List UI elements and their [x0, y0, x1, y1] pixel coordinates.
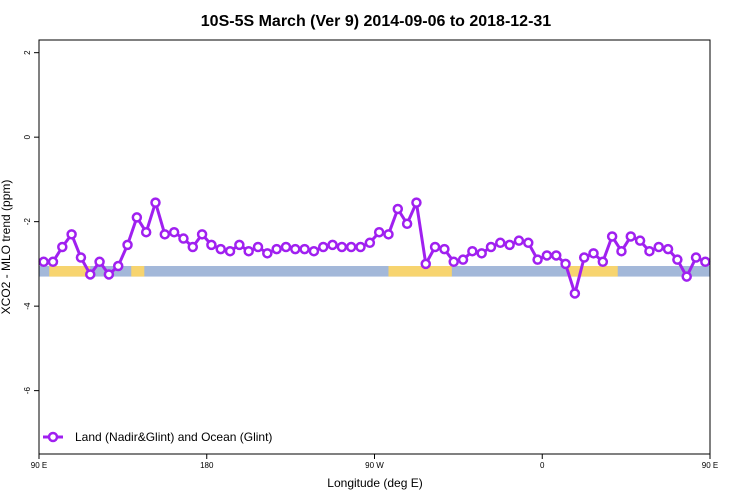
- land-segment: [131, 266, 145, 277]
- y-axis: 2 0 -2 -4 -6: [23, 50, 39, 394]
- data-point: [47, 256, 59, 268]
- data-point: [243, 245, 254, 257]
- data-point: [476, 248, 487, 259]
- data-point: [224, 245, 236, 257]
- legend-marker: [47, 431, 59, 443]
- data-point: [122, 239, 133, 251]
- data-point: [308, 245, 320, 257]
- data-point: [606, 231, 618, 242]
- data-point: [662, 243, 674, 255]
- data-point: [364, 237, 376, 249]
- data-point: [187, 241, 199, 253]
- x-tick-label: 90 W: [365, 461, 384, 470]
- data-point: [336, 241, 348, 253]
- data-point: [66, 229, 77, 240]
- y-tick-label: -6: [23, 387, 32, 395]
- data-point: [681, 271, 692, 282]
- data-point: [215, 243, 226, 255]
- x-tick-label: 0: [540, 461, 545, 470]
- data-point: [690, 252, 702, 263]
- data-point: [439, 243, 450, 255]
- data-point: [159, 229, 171, 240]
- data-point: [523, 237, 534, 249]
- data-point: [634, 235, 646, 246]
- land-ocean-band: [39, 266, 710, 277]
- data-point: [85, 269, 96, 280]
- data-point: [131, 212, 143, 223]
- legend-entry-label: Land (Nadir&Glint) and Ocean (Glint): [75, 430, 272, 444]
- data-point: [38, 256, 49, 268]
- data-point: [550, 250, 562, 261]
- data-point: [57, 241, 68, 253]
- land-segment: [49, 266, 91, 277]
- data-point: [262, 248, 273, 259]
- data-point: [196, 229, 208, 240]
- data-point: [345, 241, 357, 253]
- series-layer: [38, 197, 711, 299]
- data-point: [588, 248, 599, 259]
- data-point: [597, 256, 609, 268]
- data-point: [429, 241, 441, 253]
- y-axis-label: XCO2 - MLO trend (ppm): [0, 180, 13, 315]
- data-point: [700, 256, 711, 268]
- series-line: [43, 201, 706, 295]
- data-point: [280, 241, 292, 253]
- data-point: [112, 260, 124, 272]
- data-point: [271, 243, 282, 255]
- data-point: [94, 256, 105, 268]
- land-segment: [388, 266, 452, 277]
- data-point: [532, 254, 543, 265]
- data-point: [383, 229, 394, 240]
- y-tick-label: -2: [23, 218, 32, 226]
- data-point: [513, 235, 525, 246]
- data-point: [206, 239, 217, 251]
- data-point: [625, 231, 637, 242]
- land-segment: [567, 266, 618, 277]
- data-point: [103, 269, 115, 280]
- data-point: [504, 239, 515, 251]
- legend: Land (Nadir&Glint) and Ocean (Glint): [43, 430, 272, 444]
- data-point: [644, 245, 655, 257]
- data-point: [578, 252, 590, 263]
- data-point: [299, 243, 310, 255]
- data-point: [569, 288, 581, 299]
- data-point: [467, 245, 478, 257]
- data-point: [140, 226, 152, 238]
- data-point: [672, 254, 683, 265]
- data-point: [168, 226, 180, 238]
- data-point: [317, 241, 329, 253]
- data-point: [290, 243, 301, 255]
- data-point: [420, 258, 432, 270]
- data-point: [234, 239, 245, 251]
- data-point: [560, 258, 571, 270]
- data-point: [355, 241, 366, 253]
- data-point: [411, 197, 422, 208]
- data-point: [616, 245, 627, 257]
- data-point: [448, 256, 459, 268]
- x-tick-label: 90 E: [31, 461, 47, 470]
- data-point: [495, 237, 506, 249]
- data-point: [75, 252, 87, 263]
- y-tick-label: 2: [23, 50, 32, 55]
- data-point: [178, 233, 189, 244]
- data-point: [150, 197, 161, 208]
- data-point: [653, 241, 664, 253]
- data-point: [392, 203, 404, 215]
- data-point: [457, 254, 469, 265]
- x-tick-label: 90 E: [702, 461, 718, 470]
- data-point: [401, 218, 413, 230]
- y-tick-label: -4: [23, 302, 32, 310]
- data-point: [373, 226, 385, 238]
- data-point: [327, 239, 338, 251]
- data-point: [485, 241, 497, 253]
- x-axis-label: Longitude (deg E): [327, 476, 422, 490]
- data-point: [541, 250, 553, 261]
- chart-title: 10S-5S March (Ver 9) 2014-09-06 to 2018-…: [201, 13, 552, 30]
- data-point: [252, 241, 264, 253]
- ocean-band: [39, 266, 710, 277]
- x-axis: 90 E 180 90 W 0 90 E: [31, 454, 718, 470]
- x-tick-label: 180: [200, 461, 214, 470]
- y-tick-label: 0: [23, 134, 32, 139]
